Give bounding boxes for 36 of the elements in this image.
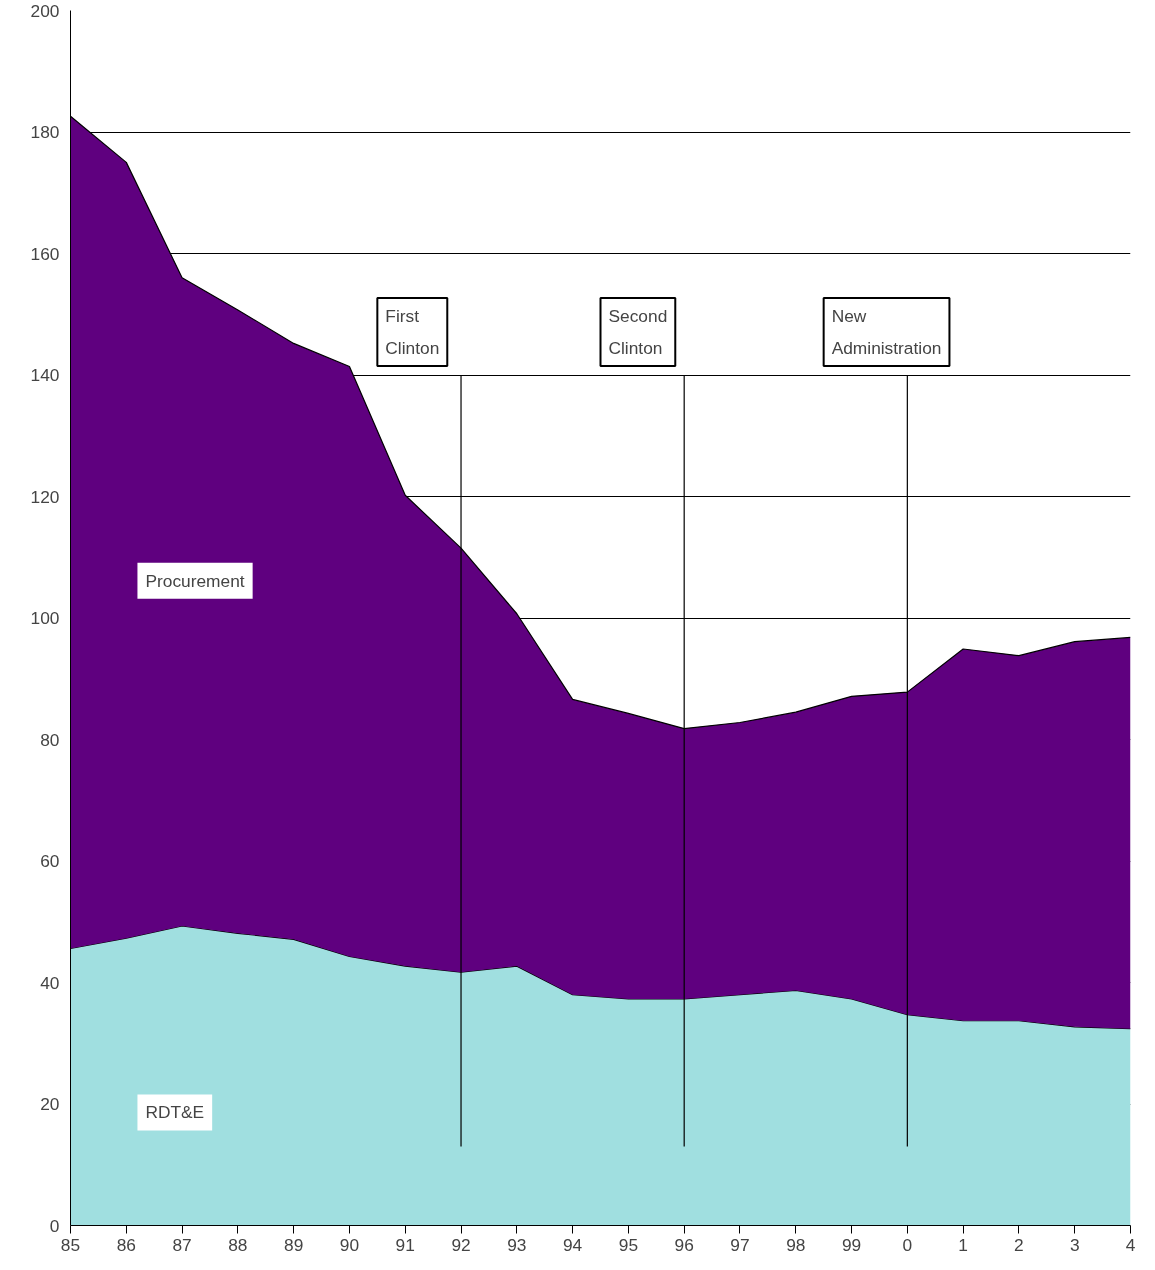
x-tick-label: 88: [228, 1234, 248, 1255]
y-tick-label: 80: [40, 729, 60, 750]
x-tick-label: 90: [339, 1234, 360, 1255]
x-tick-label: 94: [562, 1234, 583, 1255]
y-tick-label: 140: [30, 365, 60, 385]
x-tick-label: 99: [841, 1234, 862, 1255]
x-tick-label: 4: [1125, 1234, 1136, 1255]
y-tick-label: 160: [30, 243, 60, 264]
x-tick-label: 93: [507, 1234, 527, 1255]
y-tick-label: 0: [49, 1215, 60, 1236]
y-tick-label: 200: [30, 0, 60, 21]
y-tick-label: 100: [30, 608, 60, 628]
x-tick-label: 98: [786, 1234, 806, 1255]
y-tick-label: 20: [40, 1094, 60, 1114]
y-tick-label: 180: [30, 122, 60, 142]
x-tick-label: 91: [395, 1234, 415, 1255]
ref-line-label: Second Clinton: [608, 305, 668, 358]
ref-line-label: New Administration: [831, 305, 942, 358]
x-tick-label: 92: [451, 1234, 471, 1255]
series-label: RDT&E: [145, 1102, 205, 1123]
x-tick-label: 2: [1014, 1234, 1024, 1255]
y-tick-label: 60: [40, 851, 60, 871]
x-tick-label: 86: [116, 1234, 136, 1255]
x-tick-label: 95: [618, 1234, 639, 1255]
x-tick-label: 87: [172, 1234, 192, 1255]
x-tick-label: 1: [958, 1234, 968, 1255]
ref-line-label: First Clinton: [385, 305, 440, 358]
series-label: Procurement: [145, 570, 245, 591]
x-tick-label: 96: [674, 1234, 694, 1255]
x-tick-label: 3: [1069, 1234, 1080, 1255]
x-tick-label: 0: [902, 1234, 913, 1255]
x-tick-label: 85: [60, 1234, 81, 1255]
x-tick-label: 97: [730, 1234, 750, 1255]
x-tick-label: 89: [284, 1234, 304, 1255]
y-tick-label: 120: [30, 486, 60, 507]
y-tick-label: 40: [40, 972, 60, 993]
